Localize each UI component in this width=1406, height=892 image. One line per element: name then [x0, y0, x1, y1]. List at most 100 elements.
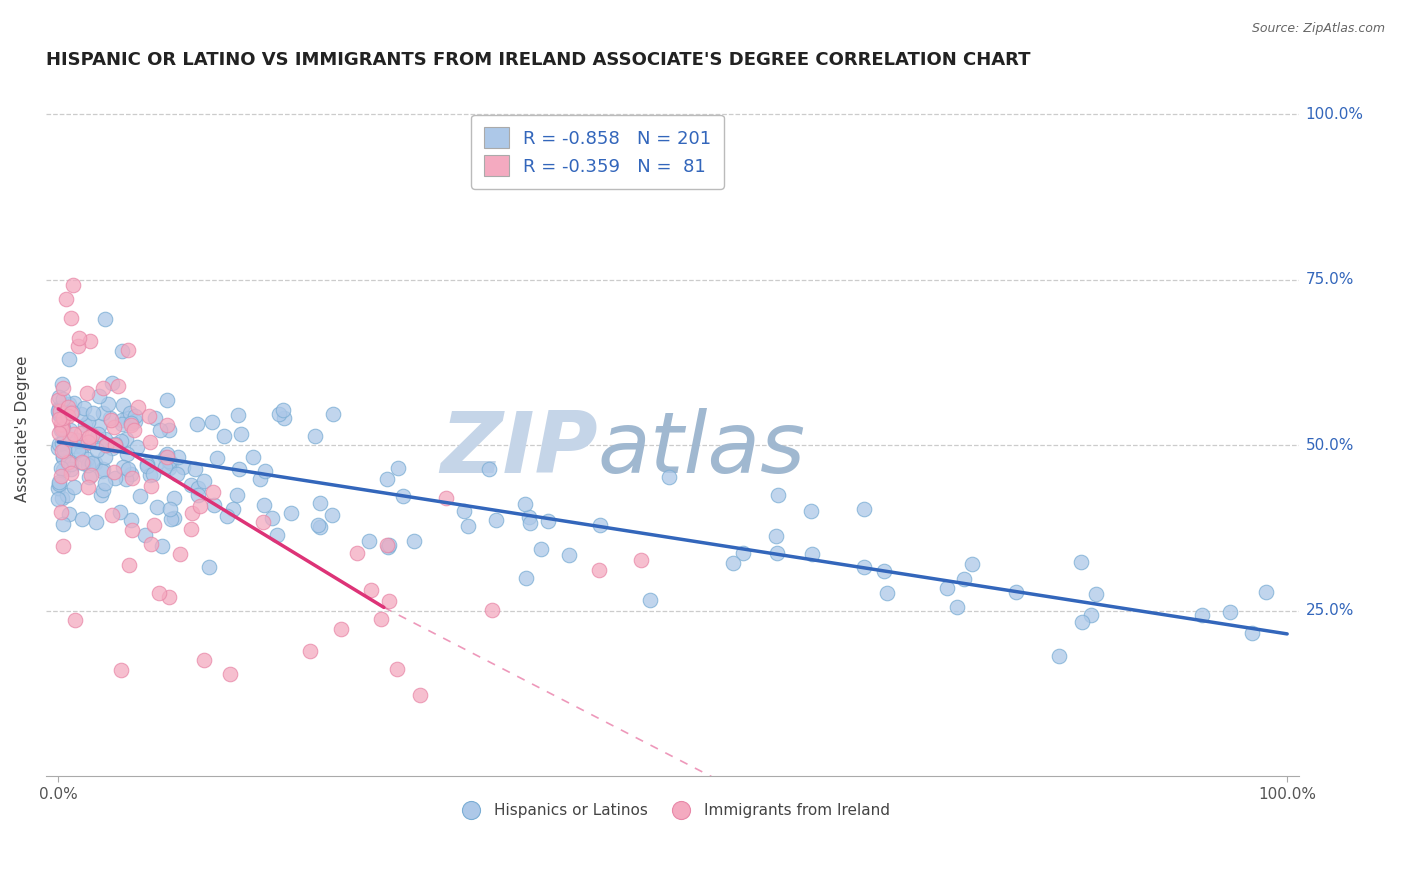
Point [308, 520, 330, 534]
Point [134, 527, 156, 541]
Point [103, 465, 125, 479]
Point [91, 462, 114, 476]
Point [62, 396, 84, 410]
Point [1071, 615, 1094, 629]
Point [69, 447, 91, 461]
Point [49, 417, 72, 432]
Point [51, 376, 73, 391]
Point [77, 480, 100, 494]
Point [93, 432, 115, 446]
Y-axis label: Associate's Degree: Associate's Degree [15, 356, 30, 502]
Point [139, 479, 162, 493]
Point [127, 400, 149, 414]
Point [1191, 607, 1213, 622]
Point [70, 425, 93, 440]
Point [529, 542, 551, 557]
Point [58, 351, 80, 366]
Point [52, 450, 75, 464]
Point [630, 553, 652, 567]
Point [48, 390, 70, 404]
Point [375, 472, 398, 486]
Point [228, 462, 250, 476]
Point [90, 463, 112, 477]
Point [197, 560, 219, 574]
Point [52, 539, 75, 553]
Point [156, 450, 179, 464]
Point [48, 437, 70, 451]
Point [121, 523, 143, 537]
Point [94, 450, 117, 465]
Point [1084, 586, 1107, 600]
Point [159, 461, 181, 475]
Point [589, 517, 612, 532]
Point [87, 418, 110, 433]
Point [853, 501, 876, 516]
Point [298, 643, 321, 657]
Text: 100.0%: 100.0% [1306, 107, 1364, 122]
Point [51, 422, 73, 436]
Point [77, 458, 100, 473]
Point [800, 504, 823, 518]
Point [51, 491, 73, 506]
Point [370, 612, 392, 626]
Point [273, 410, 295, 425]
Point [307, 518, 329, 533]
Point [115, 433, 138, 447]
Point [111, 413, 134, 427]
Point [169, 547, 191, 561]
Point [457, 518, 479, 533]
Point [59, 406, 82, 420]
Point [52, 381, 75, 395]
Point [59, 423, 82, 437]
Point [638, 593, 661, 607]
Point [157, 423, 180, 437]
Point [94, 437, 117, 451]
Point [409, 688, 432, 702]
Point [404, 534, 426, 549]
Point [128, 489, 150, 503]
Point [94, 312, 117, 326]
Point [156, 446, 179, 460]
Point [537, 514, 560, 528]
Point [70, 440, 93, 454]
Point [48, 404, 70, 418]
Point [172, 460, 194, 475]
Point [104, 438, 127, 452]
Point [65, 439, 87, 453]
Point [56, 455, 79, 469]
Point [135, 457, 157, 471]
Point [1080, 607, 1102, 622]
Text: 75.0%: 75.0% [1306, 272, 1354, 287]
Point [872, 564, 894, 578]
Point [387, 461, 409, 475]
Point [139, 537, 162, 551]
Point [266, 527, 288, 541]
Point [89, 389, 111, 403]
Point [226, 408, 249, 422]
Point [48, 477, 70, 491]
Point [60, 467, 83, 481]
Point [72, 457, 94, 471]
Point [453, 504, 475, 518]
Point [80, 467, 103, 482]
Point [82, 427, 104, 442]
Point [100, 508, 122, 523]
Point [110, 434, 132, 448]
Point [98, 410, 121, 425]
Point [59, 311, 82, 326]
Point [157, 454, 180, 468]
Point [375, 538, 398, 552]
Point [156, 418, 179, 433]
Point [66, 339, 89, 353]
Point [193, 474, 215, 488]
Point [766, 488, 789, 502]
Point [322, 407, 344, 421]
Point [97, 397, 120, 411]
Point [180, 506, 202, 520]
Point [205, 451, 228, 466]
Point [73, 401, 96, 415]
Point [1241, 625, 1264, 640]
Point [55, 292, 77, 306]
Point [48, 412, 70, 426]
Point [69, 434, 91, 448]
